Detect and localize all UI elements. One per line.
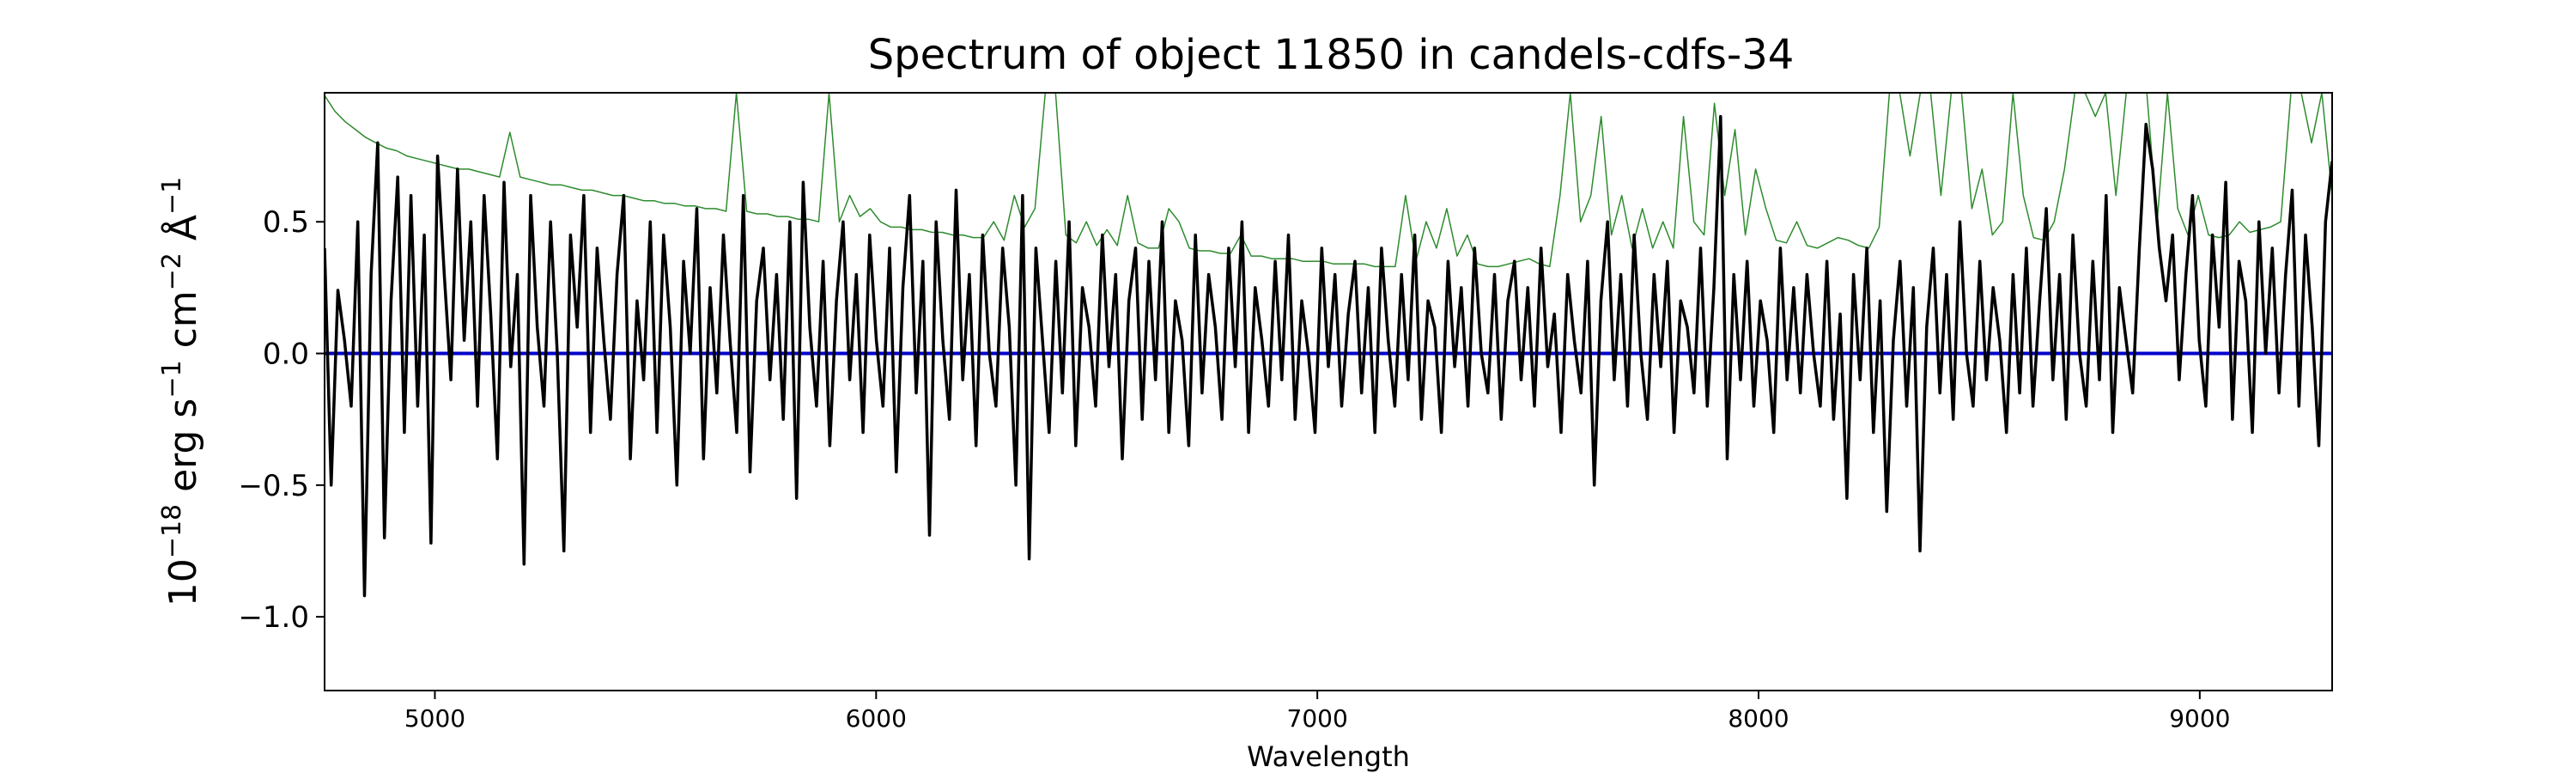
y-tick-label: −1.0	[238, 600, 309, 635]
y-axis-label-exp1: −18	[157, 504, 187, 558]
y-axis-label-exp2: −1	[157, 360, 187, 398]
x-tick-label: 7000	[1287, 704, 1348, 733]
x-tick-label: 5000	[404, 704, 465, 733]
flux-series-line	[325, 114, 2332, 598]
x-tick-label: 9000	[2169, 704, 2230, 733]
y-axis-label: 10−18 erg s−1 cm−2 Å−1	[157, 177, 205, 606]
chart-title: Spectrum of object 11850 in candels-cdfs…	[868, 31, 1795, 79]
y-axis-label-unit2: cm	[161, 290, 205, 360]
series-layer	[325, 93, 2332, 598]
y-tick-label: −0.5	[238, 469, 309, 503]
plot-frame	[324, 92, 2333, 691]
plot-area	[324, 92, 2333, 691]
y-axis-label-exp4: −1	[157, 177, 187, 215]
x-tick-label: 8000	[1728, 704, 1789, 733]
error-series-line	[325, 93, 2332, 268]
y-tick-label: 0.5	[263, 205, 309, 240]
x-axis: 5000 6000 7000 8000 9000	[404, 691, 2230, 733]
y-axis: −1.0 −0.5 0.0 0.5	[238, 205, 325, 635]
x-tick-label: 6000	[846, 704, 907, 733]
x-axis-label: Wavelength	[1247, 740, 1410, 773]
y-tick-label: 0.0	[263, 338, 309, 372]
y-axis-label-base: 10	[161, 558, 205, 606]
y-axis-label-exp3: −2	[157, 253, 187, 290]
y-axis-label-unit3: Å	[160, 215, 205, 253]
y-axis-label-unit1: erg s	[161, 399, 205, 504]
